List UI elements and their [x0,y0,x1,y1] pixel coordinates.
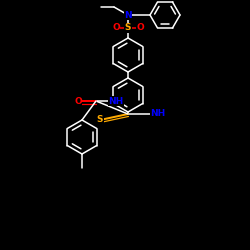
Text: O: O [136,24,144,32]
Text: S: S [97,116,103,124]
Text: NH: NH [108,96,124,106]
Text: NH: NH [150,110,166,118]
Text: O: O [74,96,82,106]
Text: S: S [125,24,131,32]
Text: N: N [124,10,132,20]
Text: O: O [112,24,120,32]
